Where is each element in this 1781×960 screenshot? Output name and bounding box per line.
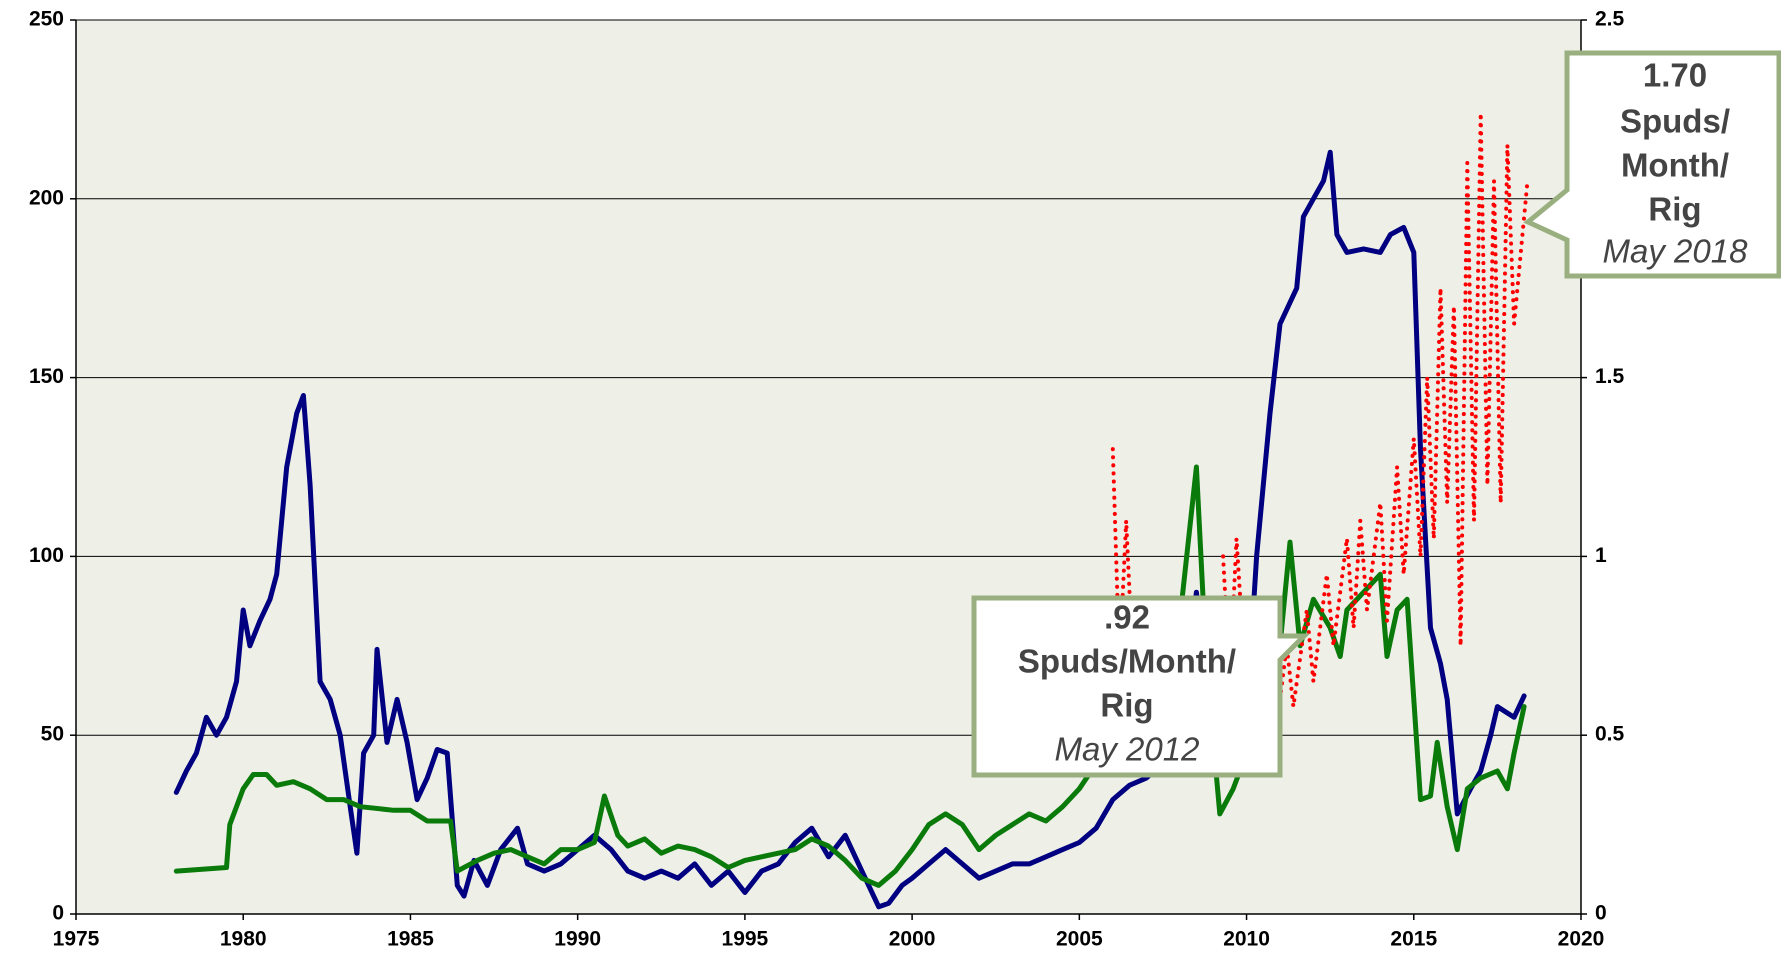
x-tick-label: 2010 (1223, 928, 1270, 951)
callout-text: .92 (1104, 599, 1150, 636)
y-tick-label: 200 (29, 186, 64, 209)
y2-tick-label: 2.5 (1595, 8, 1625, 31)
y2-tick-label: 0.5 (1595, 723, 1625, 746)
y-tick-label: 0 (52, 902, 64, 925)
x-tick-label: 2005 (1056, 928, 1103, 951)
y2-tick-label: 1 (1595, 544, 1607, 567)
callout-date: May 2018 (1603, 233, 1749, 270)
callout-text: Rig (1100, 687, 1153, 724)
callout-text: 1.70 (1643, 57, 1707, 94)
y-tick-label: 150 (29, 365, 64, 388)
callout-text: Spuds/ (1620, 103, 1730, 140)
x-tick-label: 2020 (1558, 928, 1605, 951)
series (173, 111, 1530, 910)
x-tick-label: 1980 (220, 928, 267, 951)
x-tick-label: 2015 (1390, 928, 1437, 951)
callout-text: Rig (1648, 191, 1701, 228)
x-tick-label: 1995 (722, 928, 769, 951)
callout-text: Month/ (1621, 147, 1729, 184)
x-tick-label: 1975 (53, 928, 100, 951)
callout: .92 Spuds/Month/ Rig May 2012 (971, 595, 1311, 778)
plot-area (76, 20, 1581, 914)
y-tick-label: 50 (41, 723, 64, 746)
y2-tick-label: 1.5 (1595, 365, 1625, 388)
callout-box (1523, 50, 1781, 279)
series-line (1110, 111, 1530, 709)
callout-text: Spuds/Month/ (1018, 643, 1236, 680)
series-line (173, 464, 1527, 888)
callout-box (971, 595, 1311, 778)
x-tick-label: 1985 (387, 928, 434, 951)
series-line (173, 149, 1527, 910)
y2-tick-label: 0 (1595, 902, 1607, 925)
x-tick-label: 2000 (889, 928, 936, 951)
callout-date: May 2012 (1055, 731, 1200, 768)
y-tick-label: 250 (29, 8, 64, 31)
callout: 1.70 Spuds/ Month/ Rig May 2018 (1523, 50, 1781, 279)
ticks: 05010015020025000.511.522.51975198019851… (29, 8, 1625, 951)
y-tick-label: 100 (29, 544, 64, 567)
x-tick-label: 1990 (554, 928, 601, 951)
